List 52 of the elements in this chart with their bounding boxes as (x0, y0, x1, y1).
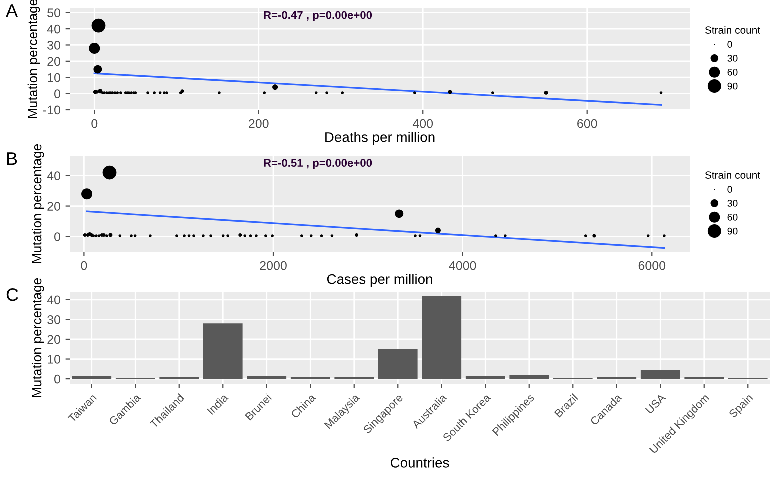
x-tick-label: 200 (249, 119, 269, 128)
x-tick-label: 4000 (449, 261, 476, 270)
bar (203, 324, 243, 380)
y-tick-label: 0 (54, 374, 60, 384)
legend-label: 90 (728, 82, 738, 90)
y-tick-label: -10 (43, 106, 60, 115)
y-tick-label: 20 (48, 57, 60, 66)
x-tick-label: 0 (81, 261, 88, 270)
y-tick-label: 40 (47, 172, 60, 180)
y-axis-title: Mutation percentage (32, 144, 44, 264)
y-tick-label: 30 (48, 41, 60, 50)
bar (466, 376, 506, 380)
bar (510, 375, 550, 380)
bar (378, 349, 418, 380)
x-axis-title: Cases per million (327, 274, 432, 288)
x-tick-label: 2000 (260, 261, 287, 270)
x-tick-label: USA (645, 393, 666, 414)
y-tick-label: 0 (54, 232, 60, 242)
x-tick-label: 400 (412, 119, 434, 128)
y-tick-label: 20 (48, 335, 60, 344)
text: A (6, 4, 18, 18)
y-tick-label: 0 (54, 90, 60, 98)
legend-label: 90 (728, 228, 738, 235)
x-axis-title: Deaths per million (326, 132, 435, 146)
bar (422, 296, 462, 380)
y-tick-label: 10 (48, 73, 60, 82)
x-tick-label: 600 (578, 119, 598, 128)
annotation: R=-0.47 , p=0.00e+00 (264, 11, 372, 22)
legend-title: Strain count (705, 26, 760, 34)
text: B (7, 152, 18, 166)
legend-title: Strain count (705, 171, 760, 179)
y-tick-label: 10 (48, 355, 60, 364)
legend-label: 0 (728, 186, 732, 194)
x-tick-label: 0 (92, 119, 98, 128)
legend-label: 30 (728, 200, 738, 207)
y-axis-title: Mutation percentage (32, 278, 44, 398)
x-tick-label: 6000 (638, 261, 666, 270)
bar (640, 370, 680, 380)
text: C (6, 288, 18, 302)
legend-label: 60 (728, 68, 738, 76)
annotation: R=-0.51 , p=0.00e+00 (264, 159, 372, 170)
legend-label: 0 (728, 41, 732, 48)
legend-label: 60 (728, 214, 738, 221)
bar (247, 376, 287, 380)
y-tick-label: 40 (47, 24, 60, 34)
legend-label: 30 (728, 55, 738, 62)
y-tick-label: 40 (47, 296, 60, 305)
y-tick-label: 50 (48, 8, 60, 18)
y-tick-label: 30 (48, 316, 60, 324)
y-tick-label: 20 (48, 202, 60, 211)
x-axis-title: Countries (390, 458, 450, 468)
bar (72, 376, 112, 380)
